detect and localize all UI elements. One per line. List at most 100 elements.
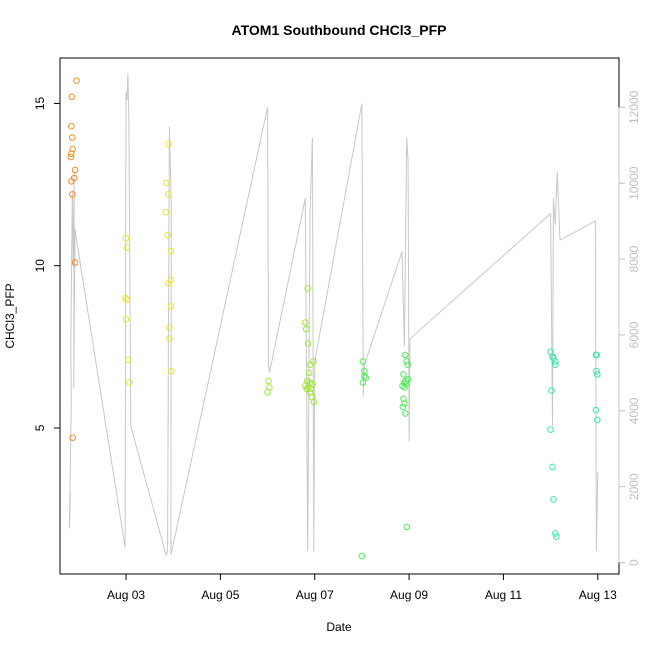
x-tick-label: Aug 11 bbox=[485, 588, 522, 602]
data-point bbox=[302, 325, 310, 333]
data-point bbox=[399, 382, 406, 390]
data-point bbox=[548, 387, 555, 394]
plot-area bbox=[67, 73, 601, 560]
y-tick-label: 10 bbox=[33, 259, 47, 273]
data-point bbox=[125, 356, 132, 364]
data-point bbox=[165, 140, 172, 148]
data-point bbox=[122, 315, 130, 323]
data-point bbox=[164, 231, 171, 239]
data-point bbox=[123, 296, 131, 304]
data-point bbox=[594, 416, 601, 424]
data-point bbox=[402, 380, 410, 388]
y-axis-label: CHCl3_PFP bbox=[3, 283, 17, 348]
data-point bbox=[549, 463, 556, 471]
data-point bbox=[593, 351, 601, 359]
data-point bbox=[402, 351, 409, 359]
data-point bbox=[165, 191, 172, 198]
data-point bbox=[303, 385, 311, 393]
y2-tick-label: 6000 bbox=[627, 321, 641, 348]
data-point bbox=[162, 208, 169, 216]
data-point bbox=[400, 395, 407, 403]
data-point bbox=[306, 361, 314, 369]
data-point bbox=[68, 150, 75, 157]
data-point bbox=[401, 400, 408, 407]
data-point bbox=[166, 335, 173, 343]
data-point bbox=[68, 93, 76, 101]
y-tick-label: 15 bbox=[33, 96, 47, 110]
data-point bbox=[401, 384, 408, 391]
data-point bbox=[361, 367, 368, 375]
y-axis: 5 10 15 bbox=[33, 96, 60, 431]
data-point bbox=[547, 426, 554, 433]
data-point bbox=[399, 403, 407, 411]
y2-tick-label: 10000 bbox=[627, 166, 641, 200]
x-tick-label: Aug 05 bbox=[201, 588, 239, 602]
x-axis-label: Date bbox=[326, 620, 352, 634]
data-point bbox=[266, 384, 273, 391]
secondary-y-axis: 0 2000 4000 6000 8000 10000 12000 bbox=[618, 90, 641, 566]
altitude-line bbox=[68, 73, 599, 557]
x-axis: Aug 03 Aug 05 Aug 07 Aug 09 Aug 11 Aug 13 bbox=[107, 574, 617, 602]
y2-tick-label: 12000 bbox=[627, 90, 641, 124]
data-point bbox=[122, 294, 129, 302]
data-point bbox=[168, 367, 175, 375]
data-point bbox=[162, 179, 170, 187]
data-point bbox=[167, 247, 175, 255]
y2-tick-label: 0 bbox=[627, 559, 641, 566]
data-point bbox=[265, 377, 272, 385]
data-point bbox=[552, 361, 559, 369]
data-point bbox=[307, 385, 315, 393]
data-point bbox=[167, 303, 175, 310]
data-point bbox=[362, 374, 370, 382]
y2-tick-label: 4000 bbox=[627, 397, 641, 424]
data-point bbox=[593, 367, 600, 375]
x-tick-label: Aug 13 bbox=[579, 588, 617, 602]
data-point bbox=[553, 533, 560, 541]
data-point bbox=[123, 244, 131, 252]
data-point bbox=[165, 280, 172, 287]
data-point bbox=[552, 358, 559, 365]
data-point bbox=[402, 377, 410, 385]
data-point bbox=[403, 358, 411, 365]
data-point bbox=[68, 122, 75, 130]
data-point bbox=[358, 552, 366, 560]
plot-frame bbox=[59, 57, 620, 575]
data-point bbox=[305, 369, 313, 377]
data-point bbox=[122, 234, 130, 242]
data-point bbox=[68, 178, 75, 185]
data-point bbox=[359, 379, 367, 386]
data-point bbox=[402, 410, 409, 417]
data-point bbox=[550, 496, 557, 503]
x-tick-label: Aug 09 bbox=[390, 588, 428, 602]
data-point bbox=[310, 398, 318, 406]
y-tick-label: 5 bbox=[33, 424, 47, 431]
data-point bbox=[304, 285, 312, 292]
data-point bbox=[310, 358, 317, 365]
data-point bbox=[594, 371, 601, 378]
data-point bbox=[71, 259, 79, 266]
data-point bbox=[302, 319, 309, 326]
data-point bbox=[592, 406, 600, 414]
data-point bbox=[403, 523, 411, 531]
data-point bbox=[73, 77, 80, 84]
data-point bbox=[552, 530, 559, 537]
y2-tick-label: 2000 bbox=[627, 473, 641, 500]
data-point bbox=[550, 354, 557, 362]
data-point bbox=[67, 153, 75, 161]
data-point bbox=[361, 372, 368, 380]
data-point bbox=[400, 371, 407, 378]
data-point bbox=[69, 434, 76, 442]
data-point bbox=[359, 358, 367, 365]
x-tick-label: Aug 07 bbox=[296, 588, 334, 602]
data-point bbox=[404, 361, 412, 369]
data-point bbox=[166, 324, 173, 331]
data-point bbox=[126, 379, 133, 386]
x-tick-label: Aug 03 bbox=[107, 588, 145, 602]
chart-title: ATOM1 Southbound CHCl3_PFP bbox=[232, 22, 447, 38]
data-point bbox=[69, 134, 76, 141]
data-point bbox=[69, 191, 76, 198]
data-point bbox=[401, 379, 408, 386]
data-point bbox=[71, 166, 79, 174]
data-point bbox=[304, 340, 312, 347]
